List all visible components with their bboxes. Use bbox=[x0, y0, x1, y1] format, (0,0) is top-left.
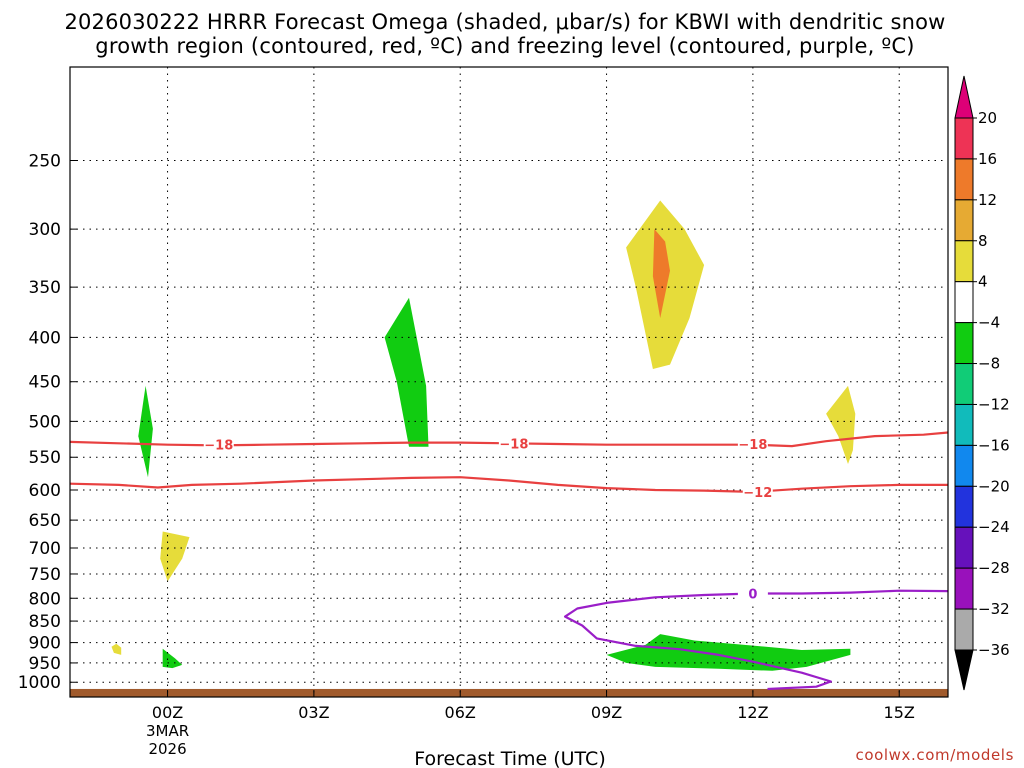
terrain-layer bbox=[70, 688, 948, 697]
y-tick-label: 500 bbox=[29, 412, 61, 432]
omega-region bbox=[162, 648, 183, 669]
dendritic-growth-contours: −18 −18 −18 −12 bbox=[69, 431, 949, 501]
y-tick-label: 600 bbox=[29, 481, 61, 501]
y-tick-label: 800 bbox=[29, 589, 61, 609]
source-credit: coolwx.com/models bbox=[855, 746, 1014, 764]
y-tick-label: 950 bbox=[29, 654, 61, 674]
colorbar-label: −28 bbox=[978, 559, 1010, 577]
colorbar-segment bbox=[954, 608, 974, 651]
y-tick-label: 350 bbox=[29, 278, 61, 298]
colorbar-label: 16 bbox=[978, 150, 997, 168]
x-tick-sublabel-year: 2026 bbox=[148, 740, 186, 758]
colorbar-segment bbox=[954, 485, 974, 528]
omega-region bbox=[606, 634, 851, 671]
colorbar-label: 8 bbox=[978, 232, 988, 250]
colorbar-segment bbox=[954, 363, 974, 405]
colorbar-segment bbox=[954, 281, 974, 324]
colorbar-segment bbox=[954, 567, 974, 610]
freezing-level-label-bg bbox=[737, 585, 768, 602]
x-axis-label: Forecast Time (UTC) bbox=[414, 748, 605, 768]
omega-region bbox=[652, 229, 670, 319]
omega-region bbox=[384, 297, 429, 447]
x-tick-label: 00Z bbox=[152, 703, 183, 722]
dgz-contour-label-bg bbox=[737, 436, 768, 453]
x-tick-label: 09Z bbox=[591, 703, 622, 722]
omega-region bbox=[138, 385, 153, 478]
colorbar: 20 16 12 8 4 −4 −8 −12 −16 −20 −24 −28 −32 −36 bbox=[954, 75, 1010, 691]
y-tick-label: 300 bbox=[29, 220, 61, 240]
colorbar-segment bbox=[954, 240, 974, 283]
colorbar-segment bbox=[954, 444, 974, 487]
colorbar-label: −4 bbox=[978, 314, 1000, 332]
colorbar-label: −36 bbox=[978, 641, 1010, 659]
chart-title-line-2: growth region (contoured, red, ºC) and f… bbox=[95, 34, 915, 58]
dgz-contour-label: −18 bbox=[204, 439, 233, 454]
colorbar-label: 4 bbox=[978, 273, 988, 291]
y-tick-label: 1000 bbox=[18, 673, 61, 693]
y-tick-label: 850 bbox=[29, 612, 61, 632]
chart-title-line-1: 2026030222 HRRR Forecast Omega (shaded, … bbox=[64, 10, 946, 34]
dgz-contour-label-bg bbox=[742, 483, 773, 500]
freezing-level-contour: 0 bbox=[563, 585, 949, 691]
x-tick-label: 06Z bbox=[445, 703, 476, 722]
dgz-contour-label-bg bbox=[203, 436, 234, 453]
x-tick-label: 15Z bbox=[884, 703, 915, 722]
terrain-band bbox=[70, 688, 948, 697]
colorbar-label: 20 bbox=[978, 109, 997, 127]
colorbar-label: −24 bbox=[978, 518, 1010, 536]
colorbar-label: −12 bbox=[978, 395, 1010, 413]
colorbar-segment bbox=[954, 158, 974, 201]
colorbar-bottom-arrow bbox=[954, 649, 974, 691]
colorbar-segment bbox=[954, 322, 974, 365]
colorbar-segment bbox=[954, 117, 974, 160]
colorbar-segment bbox=[954, 403, 974, 446]
y-tick-label: 900 bbox=[29, 634, 61, 654]
freezing-level-line bbox=[563, 589, 949, 691]
omega-region bbox=[111, 643, 122, 655]
plot-frame bbox=[69, 66, 949, 698]
colorbar-top-arrow bbox=[954, 75, 974, 119]
grid-layer bbox=[70, 67, 948, 697]
x-tick-sublabel-date: 3MAR bbox=[146, 722, 189, 740]
colorbar-segment bbox=[954, 199, 974, 242]
y-tick-label: 550 bbox=[29, 448, 61, 468]
y-tick-label: 700 bbox=[29, 539, 61, 559]
dgz-contour-label: −18 bbox=[499, 437, 528, 452]
colorbar-label: 12 bbox=[978, 191, 997, 209]
omega-region bbox=[826, 385, 856, 464]
y-tick-label: 750 bbox=[29, 565, 61, 585]
y-tick-label: 400 bbox=[29, 328, 61, 348]
dgz-contour-label: −18 bbox=[738, 438, 767, 453]
y-axis-ticks: 2503003504004505005506006507007508008509… bbox=[18, 152, 77, 693]
dgz-contour-label: −12 bbox=[743, 486, 772, 501]
y-tick-label: 450 bbox=[29, 373, 61, 393]
y-tick-label: 650 bbox=[29, 511, 61, 531]
dgz-contour-line bbox=[69, 476, 948, 493]
dgz-contour-label-bg bbox=[498, 435, 529, 452]
x-tick-label: 12Z bbox=[737, 703, 768, 722]
colorbar-label: −20 bbox=[978, 477, 1010, 495]
y-tick-label: 250 bbox=[29, 152, 61, 172]
colorbar-segment bbox=[954, 526, 974, 569]
colorbar-label: −16 bbox=[978, 436, 1010, 454]
omega-shading-layer bbox=[111, 200, 856, 671]
x-tick-label: 03Z bbox=[298, 703, 329, 722]
freezing-level-label: 0 bbox=[748, 588, 757, 603]
colorbar-label: −8 bbox=[978, 355, 1000, 373]
colorbar-label: −32 bbox=[978, 600, 1010, 618]
